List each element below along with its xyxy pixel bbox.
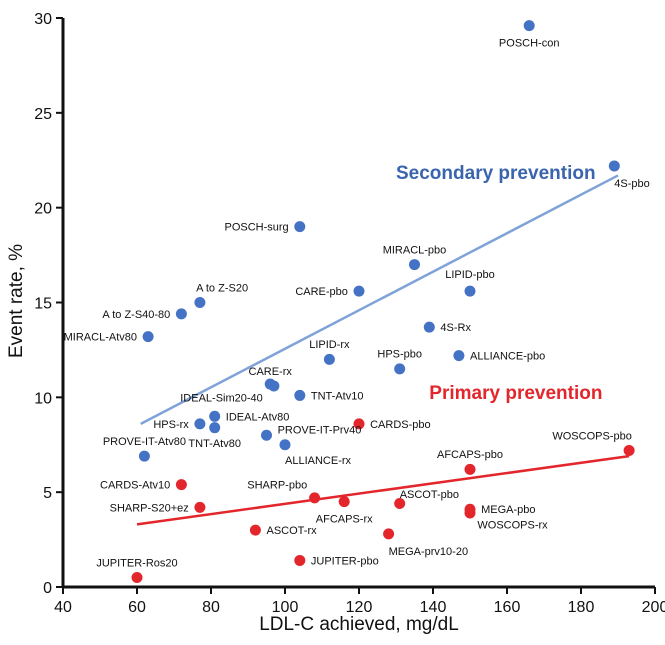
annotation-label: Primary prevention — [429, 383, 602, 404]
x-tick-label: 100 — [272, 599, 299, 616]
y-tick-label: 20 — [34, 201, 52, 218]
point-label: ALLIANCE-pbo — [470, 351, 545, 363]
secondary-point — [279, 439, 291, 451]
point-labels: POSCH-con 4S-pbo POSCH-surg MIRACL-pbo CARE-… — [64, 38, 650, 570]
point-label: AFCAPS-pbo — [437, 449, 503, 461]
secondary-point — [194, 297, 206, 308]
x-tick-label: 140 — [420, 599, 447, 616]
point-label: JUPITER-pbo — [311, 555, 379, 567]
point-label: LIPID-rx — [309, 339, 350, 351]
point-label: ASCOT-pbo — [400, 489, 459, 501]
x-tick-label: 60 — [128, 599, 146, 616]
secondary-point — [394, 363, 406, 375]
point-label: SHARP-S20+ez — [110, 502, 189, 514]
trendlines — [136, 174, 630, 526]
point-label: A to Z-S40-80 — [102, 309, 170, 321]
x-tick-label: 160 — [494, 599, 521, 616]
y-tick-label: 0 — [43, 580, 52, 597]
primary-point — [294, 554, 306, 566]
point-label: HPS-pbo — [377, 349, 422, 361]
secondary-point — [423, 321, 435, 333]
primary-point — [131, 572, 143, 584]
point-label: 4S-pbo — [614, 178, 649, 190]
primary-point — [249, 524, 261, 536]
data-points — [131, 20, 635, 584]
point-label: JUPITER-Ros20 — [96, 557, 177, 569]
y-tick-label: 10 — [34, 390, 52, 407]
x-tick-label: 200 — [642, 599, 665, 616]
y-tick-label: 15 — [34, 296, 52, 313]
point-label: SHARP-pbo — [247, 480, 307, 492]
point-label: ASCOT-rx — [267, 525, 318, 537]
secondary-point — [294, 221, 306, 233]
secondary-point — [323, 353, 335, 365]
secondary-trendline — [140, 174, 619, 425]
primary-point — [175, 479, 187, 491]
primary-point — [464, 463, 476, 475]
primary-point — [194, 501, 206, 513]
x-tick-label: 80 — [202, 599, 220, 616]
point-label: WOSCOPS-rx — [477, 519, 548, 531]
secondary-point — [175, 308, 187, 320]
primary-point — [309, 492, 321, 504]
point-label: MIRACL-pbo — [383, 244, 447, 256]
secondary-point — [194, 418, 206, 430]
point-label: A to Z-S20 — [196, 282, 248, 294]
point-label: WOSCOPS-pbo — [552, 430, 631, 442]
point-label: ALLIANCE-rx — [285, 455, 352, 467]
secondary-point — [138, 450, 150, 462]
x-tick-label: 120 — [346, 599, 373, 616]
y-tick-label: 5 — [43, 485, 52, 502]
annotations: Secondary prevention Primary prevention — [396, 163, 602, 404]
annotation-label: Secondary prevention — [396, 163, 596, 184]
point-label: 4S-Rx — [440, 322, 471, 334]
secondary-point — [142, 331, 154, 343]
point-label: MEGA-pbo — [481, 504, 535, 516]
point-label: TNT-Atv80 — [188, 438, 241, 450]
point-label: TNT-Atv10 — [311, 390, 364, 402]
secondary-point — [409, 259, 420, 271]
secondary-point — [209, 422, 221, 434]
primary-point — [338, 496, 350, 508]
primary-point — [353, 418, 365, 430]
primary-point — [383, 528, 395, 540]
secondary-point — [523, 20, 535, 32]
point-label: LIPID-pbo — [445, 269, 495, 281]
point-label: POSCH-surg — [225, 222, 289, 234]
point-label: MIRACL-Atv80 — [64, 332, 137, 344]
point-label: CARDS-pbo — [370, 419, 431, 431]
secondary-point — [464, 285, 476, 297]
secondary-point — [353, 285, 365, 297]
point-label: CARE-rx — [249, 366, 293, 378]
secondary-point — [209, 410, 221, 422]
point-label: AFCAPS-rx — [316, 514, 373, 526]
primary-point — [394, 498, 406, 510]
y-axis-title: Event rate, % — [6, 244, 27, 358]
secondary-point — [261, 429, 272, 441]
secondary-point — [453, 350, 465, 362]
point-label: CARE-pbo — [295, 286, 348, 298]
x-tick-label: 180 — [568, 599, 595, 616]
point-label: POSCH-con — [499, 38, 560, 50]
y-tick-label: 30 — [34, 11, 52, 28]
x-tick-label: 40 — [54, 599, 72, 616]
point-label: IDEAL-Atv80 — [226, 411, 290, 423]
point-label: HPS-rx — [153, 419, 189, 431]
point-label: MEGA-prv10-20 — [389, 546, 468, 558]
y-tick-label: 25 — [34, 106, 52, 123]
secondary-point — [294, 389, 306, 401]
secondary-point — [268, 380, 280, 392]
point-label: CARDS-Atv10 — [100, 480, 170, 492]
secondary-point — [608, 160, 620, 172]
primary-trendline — [136, 454, 630, 526]
primary-point — [623, 444, 635, 456]
point-label: PROVE-IT-Prv40 — [278, 425, 362, 437]
x-axis-title: LDL-C achieved, mg/dL — [259, 614, 459, 635]
primary-point — [464, 507, 476, 519]
point-label: IDEAL-Sim20-40 — [180, 392, 263, 404]
axes: 40 60 80 100 120 140 160 180 200 0 5 10 15 20 25 30 — [34, 11, 665, 616]
point-label: PROVE-IT-Atv80 — [103, 436, 186, 448]
